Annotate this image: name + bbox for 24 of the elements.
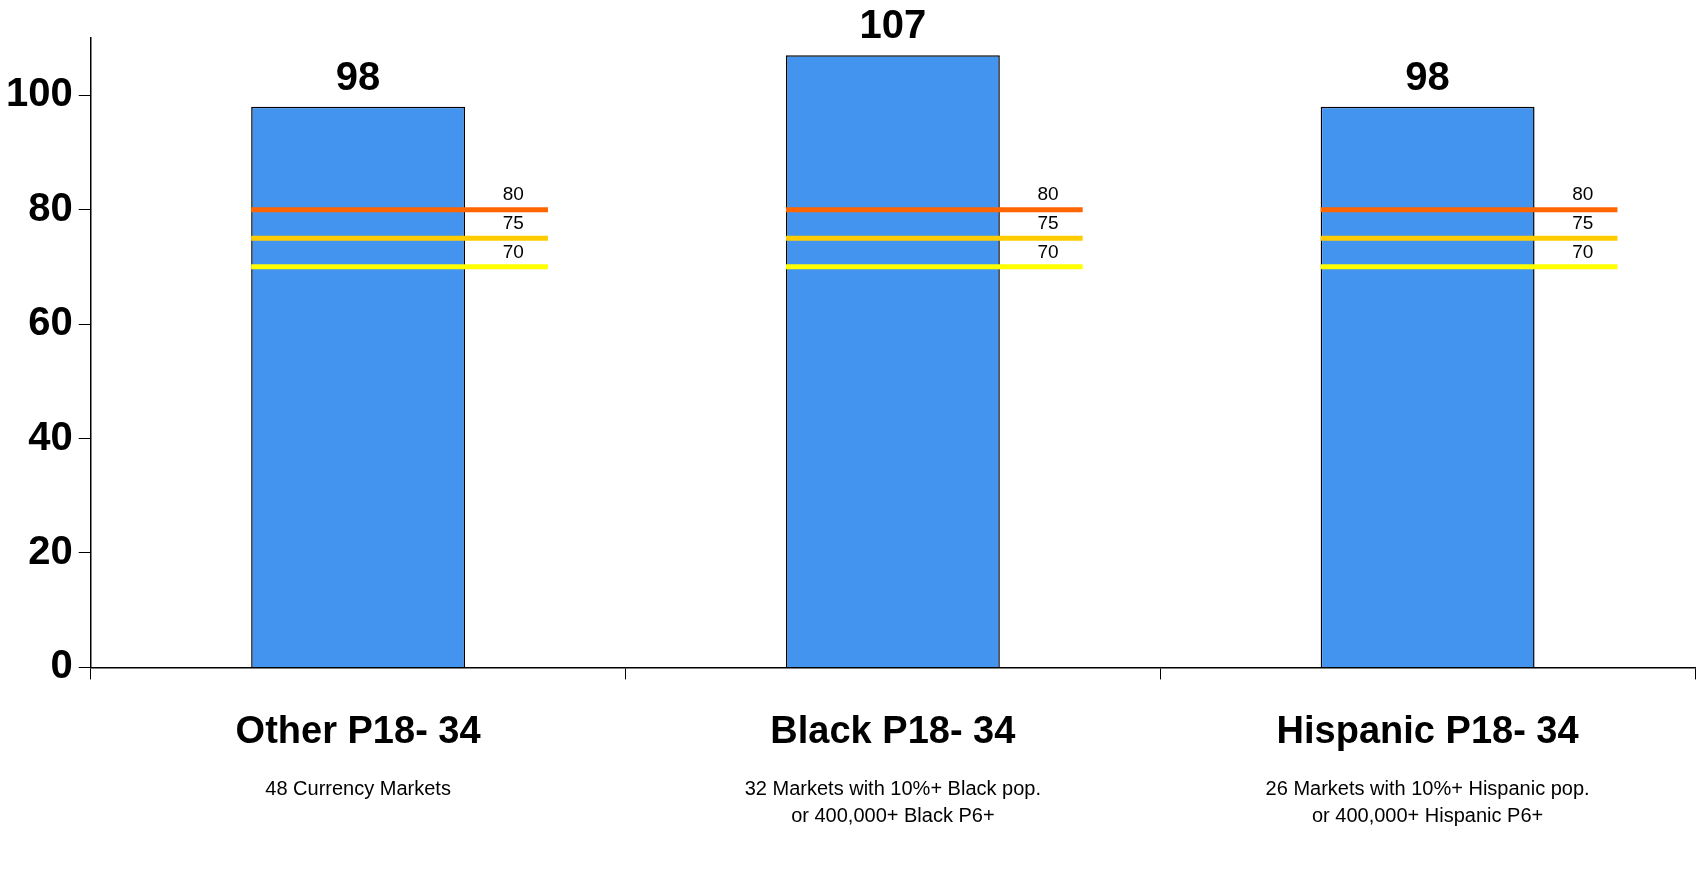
y-tick-label: 20: [28, 527, 73, 572]
text: 48 Currency Markets: [265, 776, 451, 799]
text: 70: [1572, 240, 1594, 262]
ref-line-label: 80: [502, 183, 524, 205]
text: 80: [1037, 183, 1059, 205]
text: 70: [1037, 240, 1059, 262]
y-tick-label: 80: [28, 184, 73, 229]
text: 32 Markets with 10%+ Black pop. or 400,000+ Black P6+: [744, 776, 1041, 826]
ref-line-label: 75: [502, 212, 524, 233]
x-tick-label: Hispanic P18- 34: [1276, 708, 1579, 751]
y-tick-label: 100: [5, 70, 73, 115]
text: 75: [1572, 212, 1594, 233]
data-label: 98: [335, 53, 381, 98]
text: 26 Markets with 10%+ Hispanic pop. or 400,000+ Hispanic P6+: [1265, 776, 1590, 826]
y-tick-label: 40: [28, 413, 73, 458]
ref-line-label: 70: [502, 240, 524, 262]
x-tick-label: Other P18- 34: [235, 708, 481, 751]
data-label: 98: [1405, 53, 1450, 98]
y-tick-label: 0: [50, 642, 73, 687]
text: 80: [1572, 183, 1594, 205]
data-label: 107: [859, 2, 927, 47]
x-tick-label: Black P18- 34: [770, 708, 1016, 751]
text: 75: [1037, 212, 1059, 233]
y-tick-label: 60: [28, 299, 73, 344]
